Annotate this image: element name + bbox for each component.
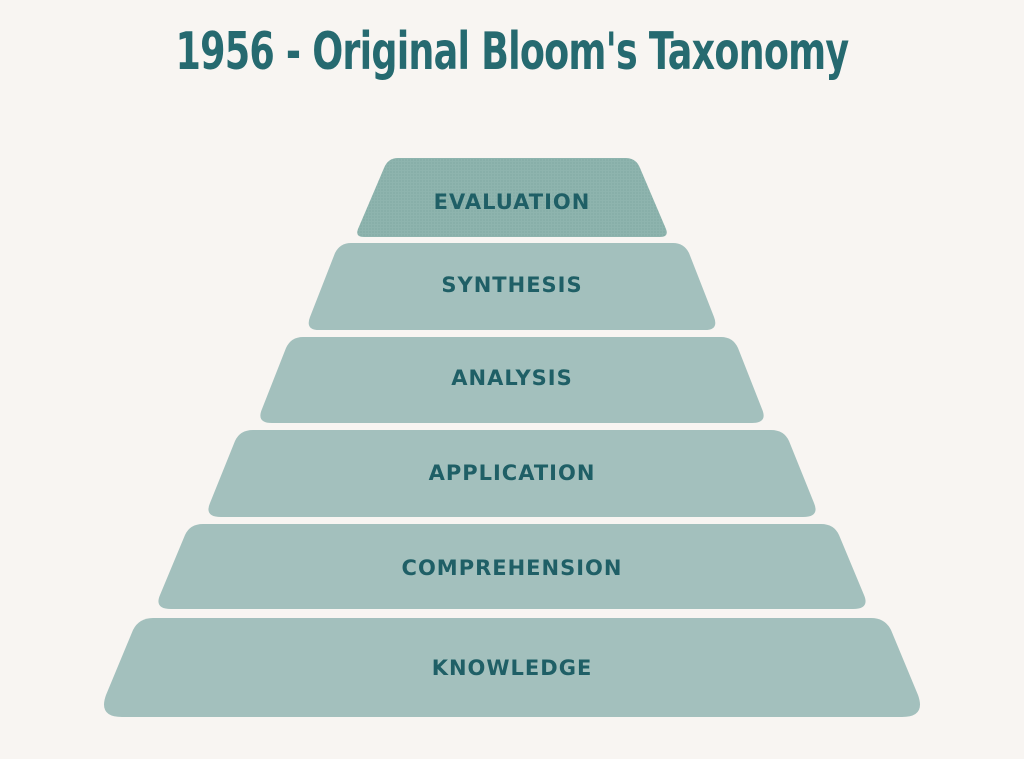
- tier-shape-synthesis: [308, 243, 716, 330]
- tier-label-comprehension: COMPREHENSION: [402, 556, 623, 580]
- pyramid-tier-analysis: ANALYSIS: [260, 337, 764, 423]
- pyramid-tier-comprehension: COMPREHENSION: [158, 524, 866, 609]
- tier-label-analysis: ANALYSIS: [451, 366, 572, 390]
- tier-shape-knowledge: [104, 618, 920, 717]
- tier-label-knowledge: KNOWLEDGE: [432, 656, 593, 680]
- tier-shape-comprehension: [158, 524, 866, 609]
- tier-label-synthesis: SYNTHESIS: [441, 273, 582, 297]
- pyramid-tier-evaluation: EVALUATION: [357, 158, 667, 237]
- tier-label-evaluation: EVALUATION: [434, 190, 591, 214]
- pyramid-tier-synthesis: SYNTHESIS: [308, 243, 716, 330]
- pyramid-tier-application: APPLICATION: [208, 430, 816, 517]
- page-title: 1956 - Original Bloom's Taxonomy: [175, 22, 850, 82]
- pyramid-tier-knowledge: KNOWLEDGE: [104, 618, 920, 717]
- tier-shape-analysis: [260, 337, 764, 423]
- tier-shape-evaluation: [357, 158, 667, 237]
- tier-label-application: APPLICATION: [429, 461, 596, 485]
- tier-shape-application: [208, 430, 816, 517]
